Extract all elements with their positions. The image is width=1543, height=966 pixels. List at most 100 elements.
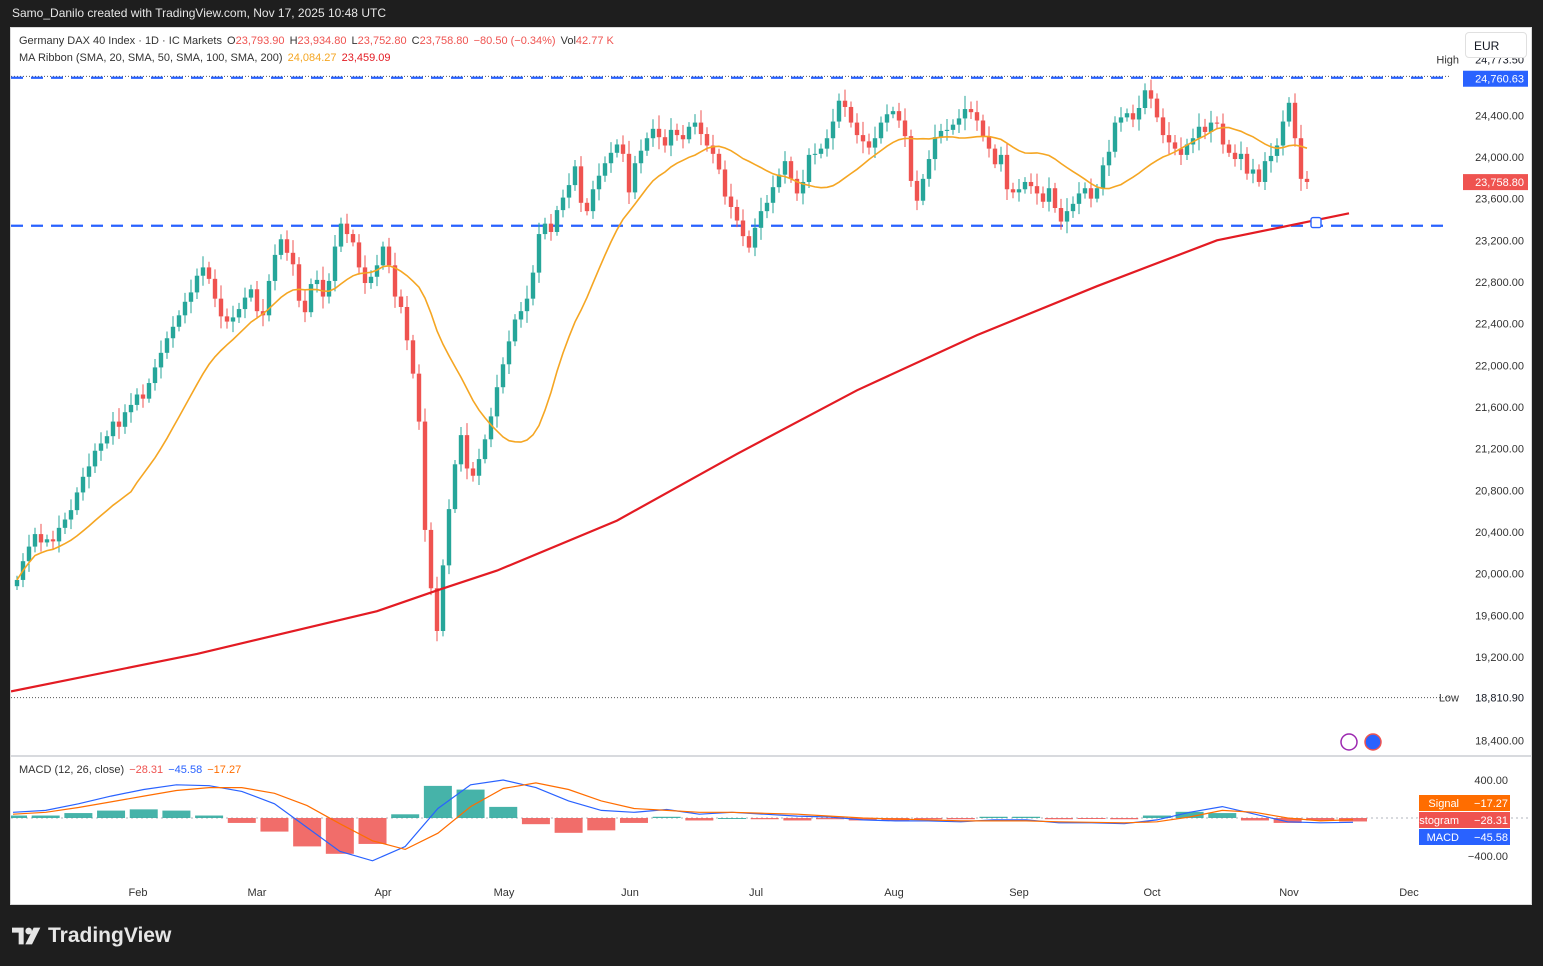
candle-body	[926, 159, 932, 179]
candle	[704, 127, 710, 152]
candle-body	[1286, 102, 1292, 122]
candle-body	[200, 267, 206, 276]
open-value: 23,793.90	[235, 35, 285, 47]
candle	[1214, 116, 1220, 130]
price-chart[interactable]: 24,400.00 24,000.00 23,600.00 23,200.00 22,8…	[11, 28, 1532, 905]
macd-histogram-bar	[1142, 815, 1171, 818]
macd-histogram-bar	[1240, 818, 1269, 821]
candle	[320, 266, 326, 309]
candle	[1034, 173, 1040, 205]
macd-histogram-bar	[914, 818, 943, 820]
candle-body	[320, 279, 326, 297]
candle-body	[1220, 123, 1226, 145]
candle	[1226, 139, 1232, 157]
macd-signal-tag: Signal −17.27	[1419, 795, 1510, 811]
candle-body	[32, 534, 38, 547]
candle	[1244, 147, 1250, 180]
candle	[206, 261, 212, 284]
candle-body	[902, 120, 908, 137]
candle	[962, 95, 968, 131]
candle	[1142, 83, 1148, 115]
candle	[62, 512, 68, 535]
macd-histogram-bar	[652, 816, 681, 818]
y-tick-label: 22,000.00	[1475, 360, 1524, 372]
candle	[770, 175, 776, 214]
candle-body	[344, 223, 350, 235]
candle-body	[524, 298, 530, 312]
candle	[614, 139, 620, 158]
candle-body	[314, 279, 320, 285]
candle-body	[992, 148, 998, 165]
candle-body	[308, 284, 314, 313]
candle	[1178, 137, 1184, 166]
candle	[248, 284, 254, 302]
candle	[1010, 182, 1016, 199]
candle	[290, 240, 296, 276]
candle-body	[158, 352, 164, 368]
candle-body	[848, 106, 854, 123]
candle-body	[92, 450, 98, 467]
candle-body	[248, 289, 254, 298]
macd-histogram-bar	[293, 818, 322, 847]
candle	[764, 194, 770, 219]
candle-body	[662, 137, 668, 146]
candle-body	[1172, 142, 1178, 149]
candle-body	[1196, 126, 1202, 139]
y-tick-label: 21,200.00	[1475, 444, 1524, 456]
candle-body	[50, 539, 56, 542]
candle	[842, 89, 848, 117]
candle-body	[596, 175, 602, 190]
candle	[128, 393, 134, 423]
candle-body	[716, 153, 722, 170]
candle-body	[1274, 145, 1280, 156]
candle-body	[920, 178, 926, 201]
candle-body	[1280, 121, 1286, 146]
candle-body	[548, 223, 554, 232]
candle	[110, 412, 116, 445]
macd-signal-tag-value-bg	[1463, 795, 1510, 811]
candle	[1256, 164, 1262, 187]
candle	[362, 255, 368, 294]
macd-hist-tag-value: −28.31	[1474, 815, 1508, 827]
tradingview-logo-icon	[12, 927, 41, 945]
macd-histogram-bar	[1306, 818, 1335, 821]
candle	[1112, 116, 1118, 158]
macd-histogram-bar	[816, 818, 845, 820]
x-tick-label: Mar	[248, 887, 267, 899]
candle	[746, 230, 752, 253]
candle-body	[590, 189, 596, 212]
candle	[158, 340, 164, 379]
x-tick-label: Oct	[1143, 887, 1160, 899]
low-value: 23,752.80	[357, 35, 407, 47]
candle	[146, 378, 152, 403]
candle	[1028, 173, 1034, 194]
candle	[830, 108, 836, 150]
low-price-tag-text: 18,810.90	[1475, 693, 1524, 705]
candle	[740, 209, 746, 247]
candle-body	[464, 435, 470, 469]
candle-body	[674, 129, 680, 136]
macd-indicator-label: MACD (12, 26, close)	[19, 764, 125, 776]
candle-body	[974, 112, 980, 121]
y-tick-label: 23,200.00	[1475, 235, 1524, 247]
candle	[1076, 182, 1082, 215]
candle	[998, 146, 1004, 172]
candle-body	[542, 223, 548, 235]
candle-body	[1016, 189, 1022, 193]
candle	[194, 268, 200, 299]
candle	[1184, 138, 1190, 161]
candle-body	[968, 109, 974, 113]
chart-panel[interactable]: 24,400.00 24,000.00 23,600.00 23,200.00 22,8…	[10, 27, 1532, 905]
candle	[656, 115, 662, 150]
candle	[914, 170, 920, 211]
candle	[800, 169, 806, 205]
currency-selector[interactable]: EUR	[1465, 32, 1527, 58]
candle	[932, 124, 938, 171]
candle	[386, 237, 392, 274]
alert-icon	[1340, 733, 1358, 751]
candle	[272, 244, 278, 291]
candle-body	[1082, 188, 1088, 194]
candle-body	[812, 153, 818, 155]
candle-body	[74, 492, 80, 511]
x-tick-label: Jul	[749, 887, 763, 899]
